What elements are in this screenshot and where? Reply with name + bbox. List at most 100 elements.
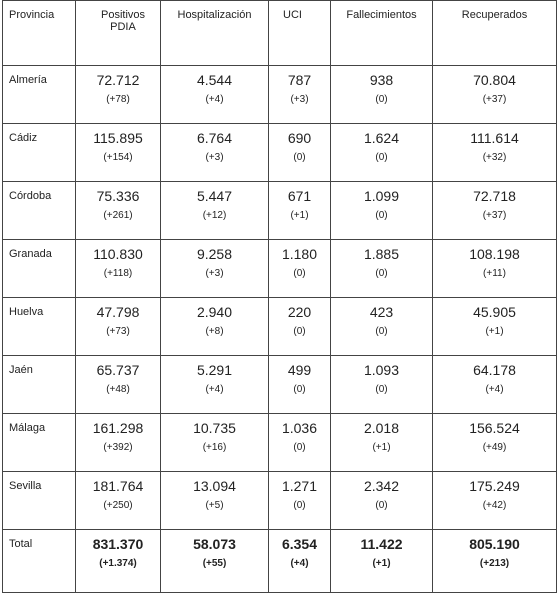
uci-cell: 787 (+3) — [268, 65, 331, 124]
hospitalizacion-cell: 10.735 (+16) — [160, 413, 269, 472]
province-name: Sevilla — [2, 471, 76, 530]
fallecimientos-delta: (0) — [375, 384, 388, 395]
recuperados-value: 156.524 — [469, 420, 520, 436]
recuperados-delta: (+32) — [482, 152, 507, 163]
recuperados-delta: (+42) — [482, 500, 507, 511]
positivos-cell: 75.336 (+261) — [75, 181, 161, 240]
recuperados-delta: (+37) — [482, 210, 507, 221]
positivos-delta: (+392) — [103, 442, 133, 453]
positivos-value: 47.798 — [96, 304, 140, 320]
uci-delta: (0) — [293, 152, 306, 163]
uci-cell: 1.180 (0) — [268, 239, 331, 298]
fallecimientos-value: 1.885 — [363, 246, 400, 262]
recuperados-value: 45.905 — [473, 304, 516, 320]
uci-cell: 1.036 (0) — [268, 413, 331, 472]
hospitalizacion-cell: 6.764 (+3) — [160, 123, 269, 182]
recuperados-delta: (+11) — [483, 268, 506, 279]
province-name: Huelva — [2, 297, 76, 356]
hospitalizacion-value: 5.447 — [196, 188, 233, 204]
hospitalizacion-value: 10.735 — [193, 420, 236, 436]
table-row: Granada 110.830 (+118) 9.258 (+3) 1.180 (0) 1.8… — [2, 239, 557, 298]
province-name: Jaén — [2, 355, 76, 414]
recuperados-value: 64.178 — [473, 362, 516, 378]
fallecimientos-delta: (+1) — [372, 558, 391, 569]
hospitalizacion-cell: 13.094 (+5) — [160, 471, 269, 530]
hospitalizacion-cell: 9.258 (+3) — [160, 239, 269, 298]
fallecimientos-cell: 938 (0) — [330, 65, 433, 124]
recuperados-delta: (+4) — [485, 384, 504, 395]
recuperados-delta: (+37) — [482, 94, 507, 105]
hospitalizacion-delta: (+3) — [205, 268, 224, 279]
uci-delta: (+3) — [290, 94, 309, 105]
uci-delta: (+4) — [290, 558, 309, 569]
header-fallecimientos: Fallecimientos — [330, 0, 433, 66]
fallecimientos-cell: 11.422 (+1) — [330, 529, 433, 593]
fallecimientos-value: 938 — [369, 72, 394, 88]
positivos-value: 115.895 — [93, 130, 143, 146]
recuperados-value: 175.249 — [469, 478, 520, 494]
uci-value: 787 — [287, 72, 312, 88]
positivos-value: 831.370 — [92, 536, 144, 552]
header-uci: UCI — [268, 0, 331, 66]
hospitalizacion-delta: (+5) — [205, 500, 224, 511]
hospitalizacion-cell: 58.073 (+55) — [160, 529, 269, 593]
hospitalizacion-value: 2.940 — [196, 304, 233, 320]
positivos-delta: (+261) — [103, 210, 133, 221]
fallecimientos-delta: (0) — [375, 210, 388, 221]
uci-cell: 499 (0) — [268, 355, 331, 414]
recuperados-value: 108.198 — [469, 246, 520, 262]
hospitalizacion-delta: (+55) — [202, 558, 227, 569]
recuperados-value: 72.718 — [473, 188, 516, 204]
province-name: Córdoba — [2, 181, 76, 240]
uci-delta: (0) — [293, 268, 306, 279]
positivos-value: 65.737 — [96, 362, 140, 378]
positivos-cell: 65.737 (+48) — [75, 355, 161, 414]
fallecimientos-delta: (0) — [375, 152, 388, 163]
hospitalizacion-cell: 5.291 (+4) — [160, 355, 269, 414]
fallecimientos-value: 11.422 — [360, 536, 403, 552]
recuperados-delta: (+213) — [479, 558, 510, 569]
table-header-row: Provincia Positivos PDIA Hospitalización… — [2, 0, 557, 66]
hospitalizacion-delta: (+4) — [205, 384, 224, 395]
positivos-cell: 110.830 (+118) — [75, 239, 161, 298]
positivos-value: 181.764 — [92, 478, 144, 494]
uci-cell: 6.354 (+4) — [268, 529, 331, 593]
uci-delta: (0) — [293, 500, 306, 511]
recuperados-value: 70.804 — [473, 72, 516, 88]
recuperados-cell: 175.249 (+42) — [432, 471, 557, 530]
table-row: Cádiz 115.895 (+154) 6.764 (+3) 690 (0) 1.624 (0… — [2, 123, 557, 182]
uci-value: 690 — [287, 130, 312, 146]
hospitalizacion-value: 9.258 — [196, 246, 233, 262]
positivos-cell: 181.764 (+250) — [75, 471, 161, 530]
positivos-delta: (+154) — [103, 152, 133, 163]
table-row: Málaga 161.298 (+392) 10.735 (+16) 1.036 (0) 2.… — [2, 413, 557, 472]
hospitalizacion-cell: 5.447 (+12) — [160, 181, 269, 240]
positivos-delta: (+78) — [106, 94, 130, 105]
recuperados-cell: 111.614 (+32) — [432, 123, 557, 182]
province-name: Cádiz — [2, 123, 76, 182]
fallecimientos-value: 2.342 — [363, 478, 400, 494]
positivos-value: 72.712 — [96, 72, 140, 88]
hospitalizacion-delta: (+3) — [205, 152, 224, 163]
recuperados-value: 805.190 — [469, 536, 520, 552]
fallecimientos-value: 1.624 — [363, 130, 400, 146]
hospitalizacion-delta: (+4) — [205, 94, 224, 105]
recuperados-cell: 72.718 (+37) — [432, 181, 557, 240]
positivos-value: 110.830 — [93, 246, 143, 262]
positivos-delta: (+250) — [103, 500, 133, 511]
uci-delta: (0) — [293, 442, 306, 453]
hospitalizacion-value: 13.094 — [193, 478, 236, 494]
recuperados-cell: 156.524 (+49) — [432, 413, 557, 472]
table-row: Huelva 47.798 (+73) 2.940 (+8) 220 (0) 423 (0) 45… — [2, 297, 557, 356]
fallecimientos-delta: (+1) — [372, 442, 391, 453]
table-row: Jaén 65.737 (+48) 5.291 (+4) 499 (0) 1.093 (0) 64… — [2, 355, 557, 414]
fallecimientos-cell: 2.018 (+1) — [330, 413, 433, 472]
hospitalizacion-delta: (+8) — [205, 326, 224, 337]
hospitalizacion-value: 4.544 — [196, 72, 233, 88]
recuperados-delta: (+1) — [485, 326, 504, 337]
hospitalizacion-value: 6.764 — [196, 130, 233, 146]
hospitalizacion-delta: (+16) — [202, 442, 227, 453]
header-positivos: Positivos PDIA — [75, 0, 161, 66]
header-recuperados: Recuperados — [432, 0, 557, 66]
fallecimientos-cell: 1.885 (0) — [330, 239, 433, 298]
